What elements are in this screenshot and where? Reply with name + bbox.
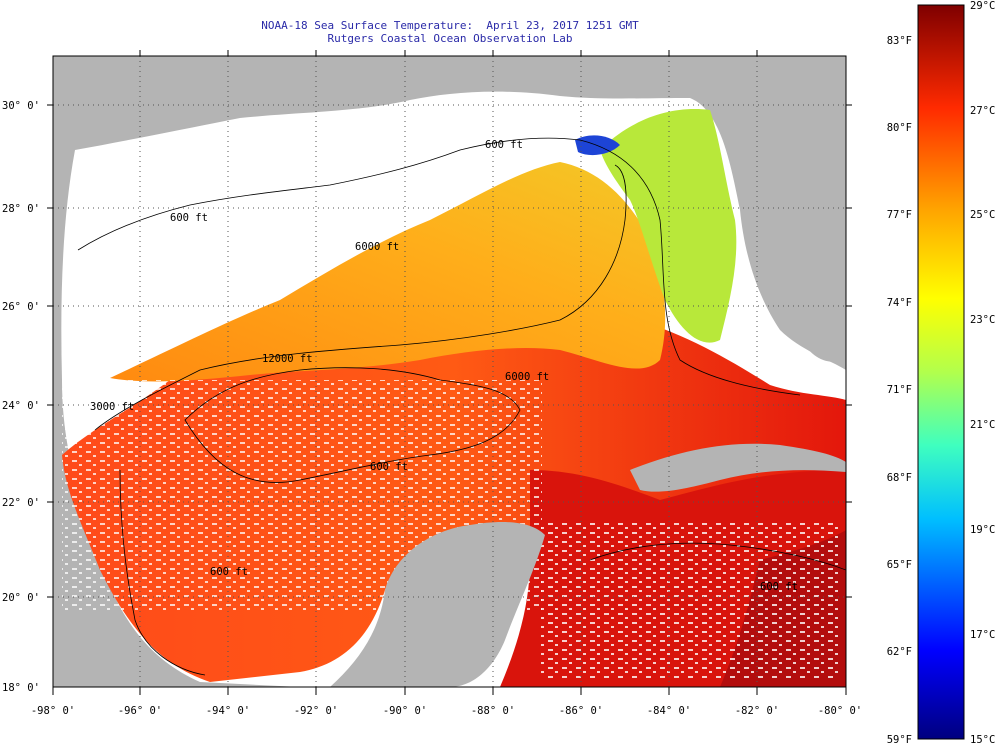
sst-cool-field [600,109,737,343]
lon-label: -86° 0' [559,705,603,717]
lon-label: -98° 0' [31,705,75,717]
lon-label: -88° 0' [471,705,515,717]
land-yucatan [330,522,545,687]
contour-label: 600 ft [760,581,798,593]
sst-orange-band [110,162,666,382]
lat-label: 24° 0' [2,400,40,412]
colorbar-c-label: 15°C [970,734,995,746]
latitude-labels: 30° 0' 28° 0' 26° 0' 24° 0' 22° 0' 20° 0… [2,100,40,694]
colorbar-c-label: 21°C [970,419,995,431]
colorbar-f-label: 59°F [887,734,912,746]
lat-label: 30° 0' [2,100,40,112]
contour-label: 600 ft [170,212,208,224]
lat-label: 26° 0' [2,301,40,313]
lat-label: 18° 0' [2,682,40,694]
contour-3000ft [119,469,206,676]
map-title: NOAA-18 Sea Surface Temperature: April 2… [261,19,639,32]
contour-12000ft [184,367,521,483]
colorbar-f-label: 80°F [887,122,912,134]
colorbar-gradient [917,4,965,740]
lon-label: -80° 0' [818,705,862,717]
colorbar-c-label: 17°C [970,629,995,641]
depth-contours [77,137,846,676]
lon-label: -92° 0' [294,705,338,717]
colorbar-c-labels: 29°C 27°C 25°C 23°C 21°C 19°C 17°C 15°C [970,0,995,746]
contour-label: 12000 ft [262,353,313,365]
land-cuba [630,443,846,492]
map-subtitle: Rutgers Coastal Ocean Observation Lab [327,32,573,45]
contour-caribbean [589,542,846,571]
colorbar-f-label: 68°F [887,472,912,484]
colorbar-c-label: 23°C [970,314,995,326]
contour-labels: 600 ft 600 ft 6000 ft 12000 ft 6000 ft 6… [90,139,798,593]
longitude-labels: -98° 0' -96° 0' -94° 0' -92° 0' -90° 0' … [31,705,862,717]
contour-label: 600 ft [210,566,248,578]
colorbar-f-label: 77°F [887,209,912,221]
colorbar-c-label: 25°C [970,209,995,221]
frame-ticks [47,50,852,695]
lon-label: -96° 0' [118,705,162,717]
lon-label: -84° 0' [647,705,691,717]
contour-label: 6000 ft [505,371,549,383]
contour-label: 600 ft [370,461,408,473]
colorbar-c-label: 29°C [970,0,995,12]
cloud-streaks-south [540,520,840,680]
lon-label: -94° 0' [206,705,250,717]
colorbar: 83°F 80°F 77°F 74°F 71°F 68°F 65°F 62°F … [887,0,996,746]
lat-label: 22° 0' [2,497,40,509]
lat-label: 20° 0' [2,592,40,604]
colorbar-c-label: 27°C [970,105,995,117]
contour-label: 3000 ft [90,401,134,413]
contour-label: 6000 ft [355,241,399,253]
graticule [53,56,846,687]
colorbar-f-label: 62°F [887,646,912,658]
contour-label: 600 ft [485,139,523,151]
colorbar-f-label: 83°F [887,35,912,47]
map-frame [52,55,847,688]
contour-6000ft [94,164,627,431]
contour-600ft [77,137,801,396]
land-florida [747,56,846,362]
lon-label: -82° 0' [735,705,779,717]
colorbar-f-label: 74°F [887,297,912,309]
colorbar-f-label: 71°F [887,384,912,396]
map-panel: 600 ft 600 ft 6000 ft 12000 ft 6000 ft 6… [53,56,846,687]
colorbar-f-labels: 83°F 80°F 77°F 74°F 71°F 68°F 65°F 62°F … [887,35,912,746]
lon-label: -90° 0' [383,705,427,717]
colorbar-c-label: 19°C [970,524,995,536]
colorbar-f-label: 65°F [887,559,912,571]
lat-label: 28° 0' [2,203,40,215]
